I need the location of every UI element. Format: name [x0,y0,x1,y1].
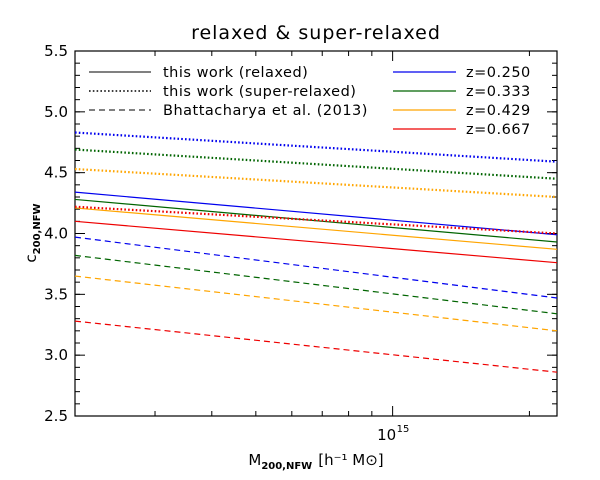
x-tick-label: 10 [377,426,396,444]
legend-redshift-label: z=0.667 [466,122,531,138]
x-axis-label-units: [h⁻¹ M⊙] [318,451,383,469]
legend-style-label: this work (relaxed) [163,65,308,81]
chart-title: relaxed & super-relaxed [191,22,441,44]
y-tick-label: 4.5 [44,164,68,182]
series-line [74,275,558,332]
x-axis-label-main: M [248,451,261,469]
legend-redshift-label: z=0.250 [466,65,531,81]
y-tick-label: 4.0 [44,225,68,243]
series-line [74,236,558,299]
series-line [74,207,558,250]
x-axis-label: M200,NFW [h⁻¹ M⊙] [248,451,383,472]
legend-style-label: this work (super-relaxed) [163,84,356,100]
series-line [74,148,558,180]
y-tick-label: 3.0 [44,346,68,364]
legend-style-label: Bhattacharya et al. (2013) [163,103,368,119]
y-axis-label: c200,NFW [22,203,43,262]
y-axis-label-main: c [22,254,40,262]
axis-ticks: 2.5 3.0 3.5 4.0 4.5 5.0 5.5 10 15 [44,42,557,444]
series-line [74,254,558,315]
series-line [74,167,558,199]
series-line [74,220,558,264]
y-tick-label: 3.5 [44,285,68,303]
y-tick-label: 5.5 [44,42,68,60]
series-line [74,131,558,163]
legend: this work (relaxed) this work (super-rela… [89,65,531,138]
x-axis-label-sub: 200,NFW [261,461,312,472]
x-tick-exponent: 15 [397,424,410,435]
legend-redshift-label: z=0.333 [466,84,531,100]
y-tick-label: 2.5 [44,407,68,425]
series-line [74,320,558,373]
series-line [74,191,558,236]
y-tick-label: 5.0 [44,103,68,121]
series-line [74,205,558,235]
legend-redshift-label: z=0.429 [466,103,531,119]
y-axis-label-sub: 200,NFW [32,203,43,254]
svg-text:c200,NFW: c200,NFW [22,203,43,262]
series-line [74,198,558,243]
series-group [74,131,558,373]
